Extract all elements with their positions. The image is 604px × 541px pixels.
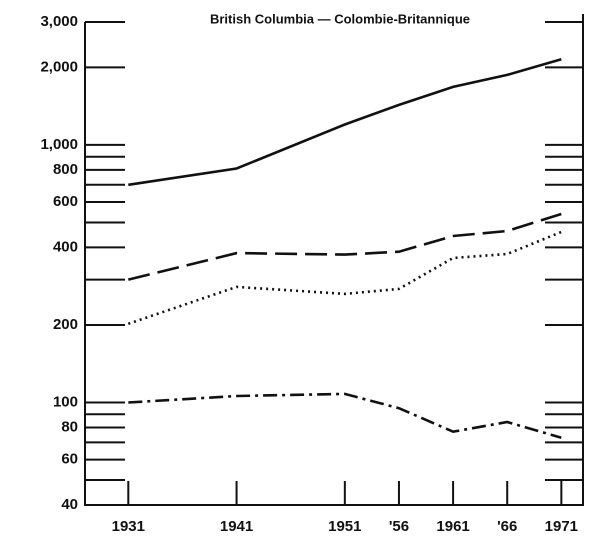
y-tick-label: 600 bbox=[53, 193, 78, 210]
y-tick-label: 400 bbox=[53, 238, 78, 255]
y-tick-label: 1,000 bbox=[40, 136, 78, 153]
x-tick-label: 1931 bbox=[112, 518, 145, 535]
x-tick-label: 1951 bbox=[328, 518, 361, 535]
chart-title: British Columbia — Colombie-Britannique bbox=[210, 11, 470, 26]
x-tick-label: 1971 bbox=[545, 518, 578, 535]
series-line bbox=[127, 212, 562, 281]
y-tick-label: 800 bbox=[53, 161, 78, 178]
x-tick-label: '56 bbox=[389, 518, 409, 535]
y-tick-label: 100 bbox=[53, 393, 78, 410]
x-tick-label: '66 bbox=[497, 518, 517, 535]
x-tick-label: 1941 bbox=[220, 518, 253, 535]
series-line bbox=[128, 58, 562, 187]
y-tick-label: 60 bbox=[61, 451, 78, 468]
y-tick-label: 2,000 bbox=[40, 58, 78, 75]
y-tick-label: 40 bbox=[61, 496, 78, 513]
y-tick-label: 80 bbox=[61, 418, 78, 435]
y-tick-label: 3,000 bbox=[40, 13, 78, 30]
y-tick-label: 200 bbox=[53, 316, 78, 333]
x-tick-label: 1961 bbox=[436, 518, 469, 535]
series-line bbox=[127, 230, 562, 326]
series-line bbox=[128, 392, 562, 439]
